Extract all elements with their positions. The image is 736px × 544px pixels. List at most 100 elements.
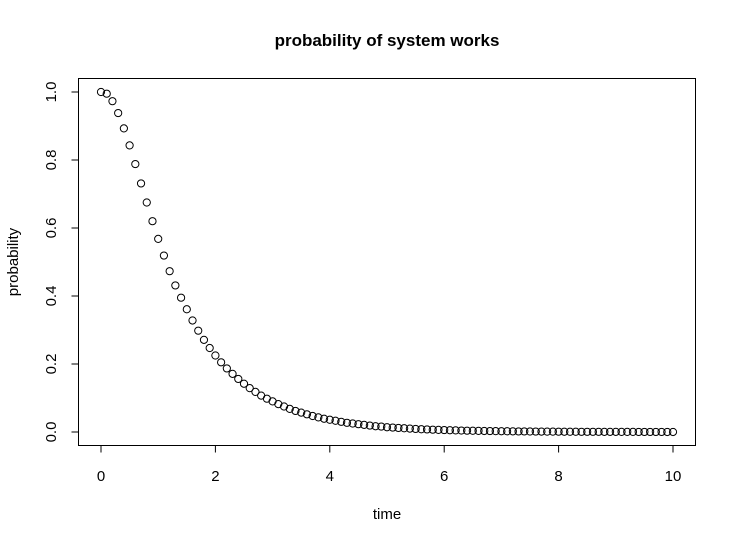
data-points — [96, 87, 678, 437]
data-point — [411, 424, 420, 434]
x-tick-label: 8 — [554, 468, 562, 485]
y-tick-label: 0.6 — [43, 218, 60, 239]
x-axis-label: time — [373, 506, 401, 523]
data-point — [211, 351, 220, 360]
data-point — [462, 426, 472, 435]
data-point — [491, 427, 500, 436]
data-point — [422, 425, 432, 434]
data-point — [142, 198, 151, 207]
data-point — [348, 419, 357, 428]
y-axis: 0.0 0.2 0.4 0.6 0.8 1.0 — [43, 82, 79, 443]
data-point — [497, 427, 506, 436]
data-point — [525, 427, 535, 436]
data-point — [503, 427, 512, 436]
data-point — [331, 416, 340, 425]
data-point — [245, 384, 254, 393]
data-point — [657, 427, 666, 437]
data-point — [605, 427, 615, 436]
data-point — [308, 411, 317, 421]
x-tick-label: 0 — [97, 468, 105, 485]
data-point — [114, 108, 123, 118]
data-point — [560, 427, 569, 436]
data-point — [291, 406, 300, 416]
x-tick-label: 6 — [440, 468, 448, 485]
data-point — [154, 234, 163, 243]
data-point — [354, 420, 363, 429]
data-point — [617, 427, 626, 436]
x-axis: 0 2 4 6 8 10 — [97, 445, 682, 485]
data-point — [194, 326, 203, 335]
data-point — [239, 379, 249, 388]
data-point — [382, 423, 392, 432]
data-point — [651, 427, 660, 437]
data-point — [457, 426, 466, 435]
data-point — [148, 217, 157, 226]
data-point — [302, 410, 312, 419]
y-axis-label: probability — [5, 227, 22, 296]
data-point — [360, 420, 369, 429]
data-point — [222, 364, 231, 373]
data-point — [342, 418, 352, 427]
data-point — [199, 335, 209, 344]
data-point — [365, 421, 374, 430]
data-point — [628, 427, 638, 436]
y-tick-label: 0.0 — [43, 422, 60, 443]
data-point — [417, 425, 426, 434]
data-point — [594, 427, 603, 436]
data-point — [611, 427, 620, 436]
data-point — [279, 402, 289, 411]
data-point — [337, 417, 346, 426]
data-point — [96, 87, 106, 97]
data-point — [668, 427, 678, 437]
data-point — [159, 251, 169, 260]
data-point — [251, 387, 260, 396]
y-tick-label: 0.4 — [43, 286, 60, 307]
data-point — [136, 179, 146, 188]
data-point — [102, 89, 111, 98]
data-point — [176, 293, 186, 302]
x-tick-label: 4 — [326, 468, 334, 485]
data-point — [508, 427, 517, 436]
data-point — [646, 427, 655, 437]
data-point — [577, 427, 586, 436]
plot-frame — [78, 78, 696, 446]
data-point — [434, 425, 443, 434]
data-point — [474, 426, 483, 435]
data-point — [274, 400, 283, 409]
data-point — [640, 427, 649, 437]
data-point — [394, 423, 403, 433]
data-point — [480, 426, 489, 436]
data-point — [371, 422, 380, 431]
data-point — [377, 422, 386, 431]
data-point — [520, 427, 529, 436]
x-tick-label: 2 — [211, 468, 219, 485]
data-point — [228, 369, 237, 378]
data-point — [634, 427, 643, 437]
data-point — [537, 427, 546, 436]
y-tick-label: 0.2 — [43, 354, 60, 375]
data-point — [623, 427, 632, 436]
data-point — [314, 413, 323, 422]
x-tick-label: 10 — [665, 468, 682, 485]
data-point — [445, 426, 455, 435]
data-point — [325, 415, 334, 424]
data-point — [440, 425, 449, 435]
y-tick-label: 0.8 — [43, 150, 60, 171]
data-point — [297, 408, 306, 417]
data-point — [548, 427, 557, 436]
data-point — [583, 427, 592, 436]
data-point — [400, 424, 409, 433]
data-point — [588, 427, 598, 436]
data-point — [600, 427, 609, 436]
data-point — [571, 427, 580, 436]
data-point — [108, 97, 117, 106]
data-point — [543, 427, 552, 436]
data-point — [405, 424, 414, 433]
data-point — [388, 423, 397, 432]
data-point — [165, 267, 174, 276]
data-point — [531, 427, 540, 436]
data-point — [188, 316, 197, 325]
data-point — [428, 425, 437, 434]
chart-title: probability of system works — [275, 31, 500, 50]
